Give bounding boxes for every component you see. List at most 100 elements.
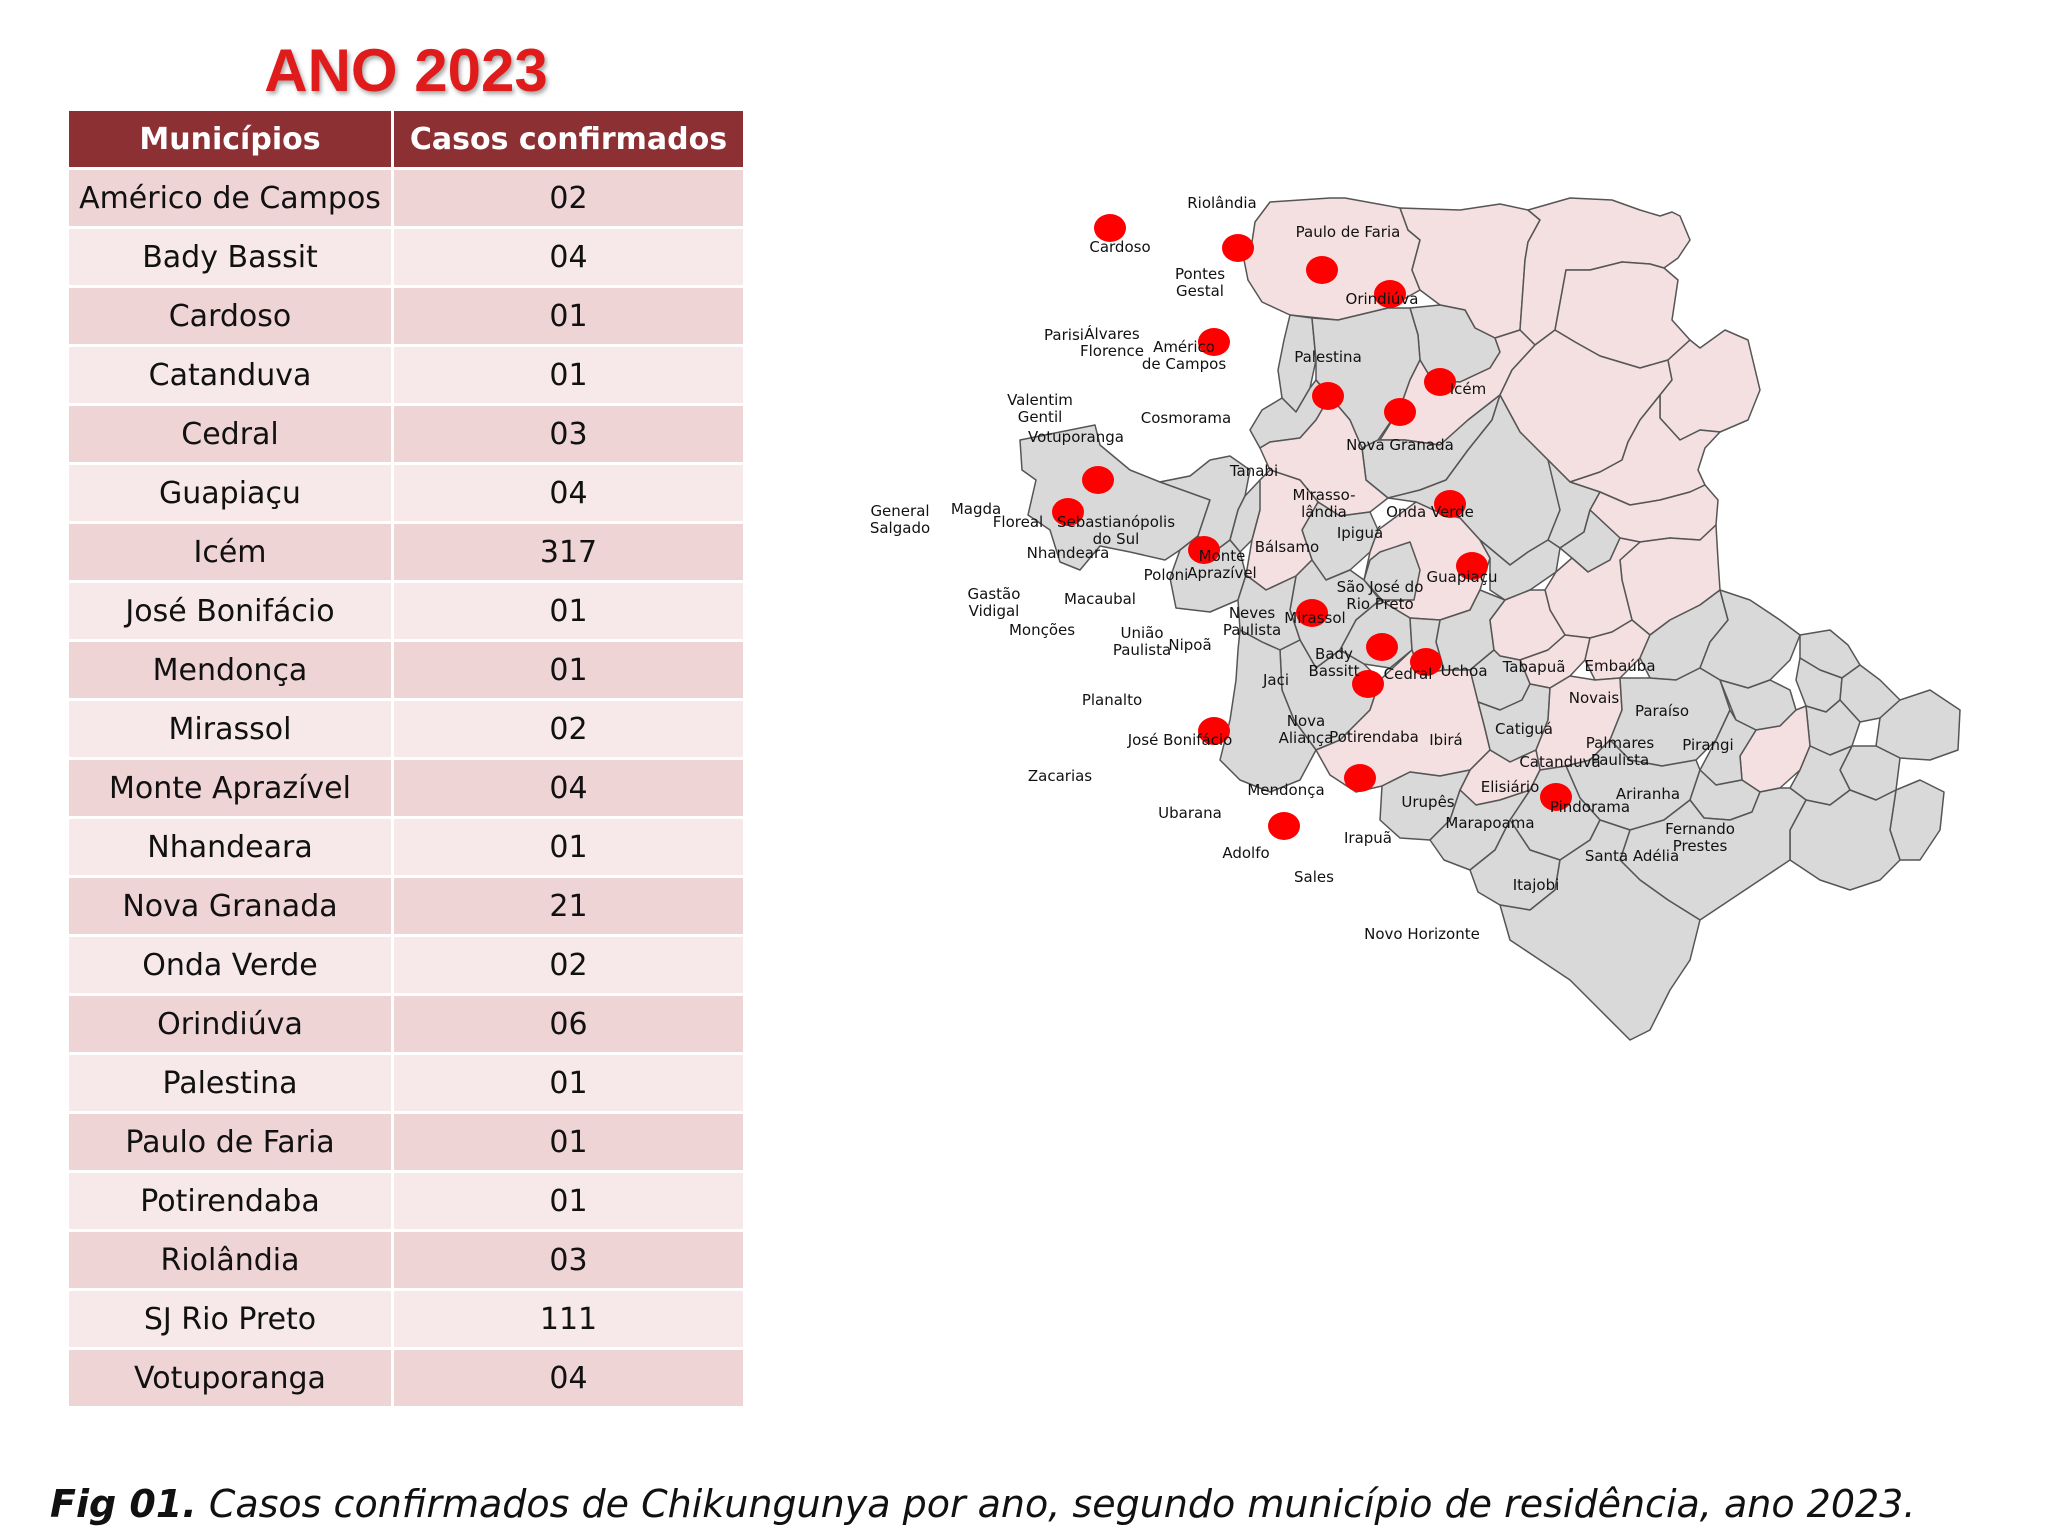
map-label-jose-bonifacio: José Bonifácio: [1127, 731, 1233, 749]
caption-label: Fig 01.: [50, 1482, 197, 1526]
case-marker-palestina: [1312, 382, 1344, 410]
casos-cell: 02: [391, 934, 746, 996]
table-header-row: Municípios Casos confirmados: [66, 108, 746, 170]
region-novo-horizonte: [1499, 819, 1701, 1041]
municipio-cell: Cardoso: [66, 285, 394, 347]
map-label-floreal: Floreal: [993, 513, 1043, 531]
map-label-nova-alianca: Nova Aliança: [1279, 712, 1334, 747]
case-marker-cedral: [1410, 648, 1442, 676]
map-label-ibira: Ibirá: [1429, 731, 1462, 749]
map-label-magda: Magda: [951, 500, 1001, 518]
map-label-pirangi: Pirangi: [1682, 736, 1733, 754]
table-row: SJ Rio Preto 111: [66, 1288, 746, 1350]
table-row: Mirassol 02: [66, 698, 746, 760]
map-label-sao-jose-rio-preto: São José do Rio Preto: [1337, 578, 1424, 613]
municipio-cell: Palestina: [66, 1052, 394, 1114]
region-fernando-prestes: [1889, 779, 1945, 861]
municipio-cell: Riolândia: [66, 1229, 394, 1291]
map-label-ariranha: Ariranha: [1616, 785, 1680, 803]
municipio-cell: Nova Granada: [66, 875, 394, 937]
municipio-cell: Bady Bassit: [66, 226, 394, 288]
municipio-cell: Orindiúva: [66, 993, 394, 1055]
casos-cell: 03: [391, 1229, 746, 1291]
map-label-paulo-de-faria: Paulo de Faria: [1296, 223, 1401, 241]
casos-cell: 03: [391, 403, 746, 465]
region-general-salgado: [1019, 424, 1211, 571]
region-poloni: [1363, 541, 1421, 601]
map-label-alvares-florence: Álvares Florence: [1080, 324, 1144, 360]
map-label-general-salgado: General Salgado: [870, 502, 930, 537]
casos-cell: 04: [391, 226, 746, 288]
map-label-tanabi: Tanabi: [1229, 462, 1278, 480]
map-label-pontes-gestal: Pontes Gestal: [1175, 265, 1225, 300]
map-label-itajobi: Itajobi: [1513, 876, 1560, 894]
municipio-cell: Icém: [66, 521, 394, 583]
map-label-jaci: Jaci: [1262, 671, 1289, 689]
map-label-gastao-vidigal: Gastão Vidigal: [968, 585, 1021, 620]
casos-cell: 04: [391, 1347, 746, 1409]
map-label-novo-horizonte: Novo Horizonte: [1364, 925, 1480, 943]
case-marker-bady-bassitt: [1352, 670, 1384, 698]
casos-cell: 01: [391, 344, 746, 406]
map-label-adolfo: Adolfo: [1222, 844, 1269, 862]
table-row: Riolândia 03: [66, 1229, 746, 1291]
region-zacarias: [1219, 629, 1317, 793]
municipio-cell: Potirendaba: [66, 1170, 394, 1232]
case-marker-cardoso: [1094, 214, 1126, 242]
map-label-santa-adelia: Santa Adélia: [1585, 847, 1679, 865]
case-marker-icem: [1424, 368, 1456, 396]
case-marker-mendonca: [1268, 812, 1300, 840]
map-label-valentim-gentil: Valentim Gentil: [1007, 391, 1073, 426]
map-label-embauba: Embaúba: [1584, 657, 1655, 675]
casos-cell: 01: [391, 580, 746, 642]
map-label-cedral: Cedral: [1384, 665, 1433, 683]
map-label-mirassol: Mirassol: [1284, 609, 1345, 627]
cases-table: Municípios Casos confirmados Américo de …: [66, 108, 746, 1409]
municipio-cell: Mendonça: [66, 639, 394, 701]
case-marker-americo-de-campos: [1198, 328, 1230, 356]
casos-cell: 02: [391, 167, 746, 229]
map-label-cosmorama: Cosmorama: [1141, 409, 1231, 427]
map-label-elisiario: Elisiário: [1481, 778, 1540, 796]
map-label-ubarana: Ubarana: [1158, 804, 1222, 822]
table-row: Catanduva 01: [66, 344, 746, 406]
case-marker-riolandia: [1222, 234, 1254, 262]
table-row: Guapiaçu 04: [66, 462, 746, 524]
region-santa-adelia: [1789, 789, 1901, 891]
table-row: José Bonifácio 01: [66, 580, 746, 642]
map-label-urupes: Urupês: [1401, 793, 1454, 811]
region-nova-granada: [1569, 394, 1721, 506]
map-label-nhandeara: Nhandeara: [1027, 544, 1110, 562]
map-label-ipigua: Ipiguá: [1337, 524, 1383, 542]
casos-cell: 04: [391, 757, 746, 819]
table-row: Cedral 03: [66, 403, 746, 465]
casos-cell: 02: [391, 698, 746, 760]
table-row: Icém 317: [66, 521, 746, 583]
casos-cell: 04: [391, 462, 746, 524]
map-label-uniao-paulista: União Paulista: [1113, 624, 1171, 659]
map-label-planalto: Planalto: [1082, 691, 1142, 709]
casos-cell: 01: [391, 639, 746, 701]
table-row: Onda Verde 02: [66, 934, 746, 996]
case-marker-onda-verde: [1434, 490, 1466, 518]
case-marker-catanduva: [1540, 783, 1572, 811]
map-label-neves-paulista: Neves Paulista: [1223, 604, 1281, 639]
map-label-fernando-prestes: Fernando Prestes: [1665, 820, 1735, 855]
municipio-cell: Votuporanga: [66, 1347, 394, 1409]
casos-cell: 01: [391, 1170, 746, 1232]
casos-cell: 21: [391, 875, 746, 937]
map-label-uchoa: Uchoa: [1440, 662, 1487, 680]
figure-caption: Fig 01. Casos confirmados de Chikungunya…: [50, 1482, 1915, 1526]
casos-cell: 317: [391, 521, 746, 583]
case-marker-votuporanga: [1082, 466, 1114, 494]
table-row: Américo de Campos 02: [66, 167, 746, 229]
table-row: Votuporanga 04: [66, 1347, 746, 1409]
map-label-tabapua: Tabapuã: [1502, 658, 1566, 676]
map-label-americo-de-campos: Américo de Campos: [1142, 338, 1226, 373]
case-marker-potirendaba: [1344, 764, 1376, 792]
map-label-balsamo: Bálsamo: [1255, 538, 1319, 556]
table-row: Paulo de Faria 01: [66, 1111, 746, 1173]
casos-cell: 01: [391, 1111, 746, 1173]
map-label-sales: Sales: [1294, 868, 1334, 886]
case-marker-monte-aprazivel: [1188, 536, 1220, 564]
